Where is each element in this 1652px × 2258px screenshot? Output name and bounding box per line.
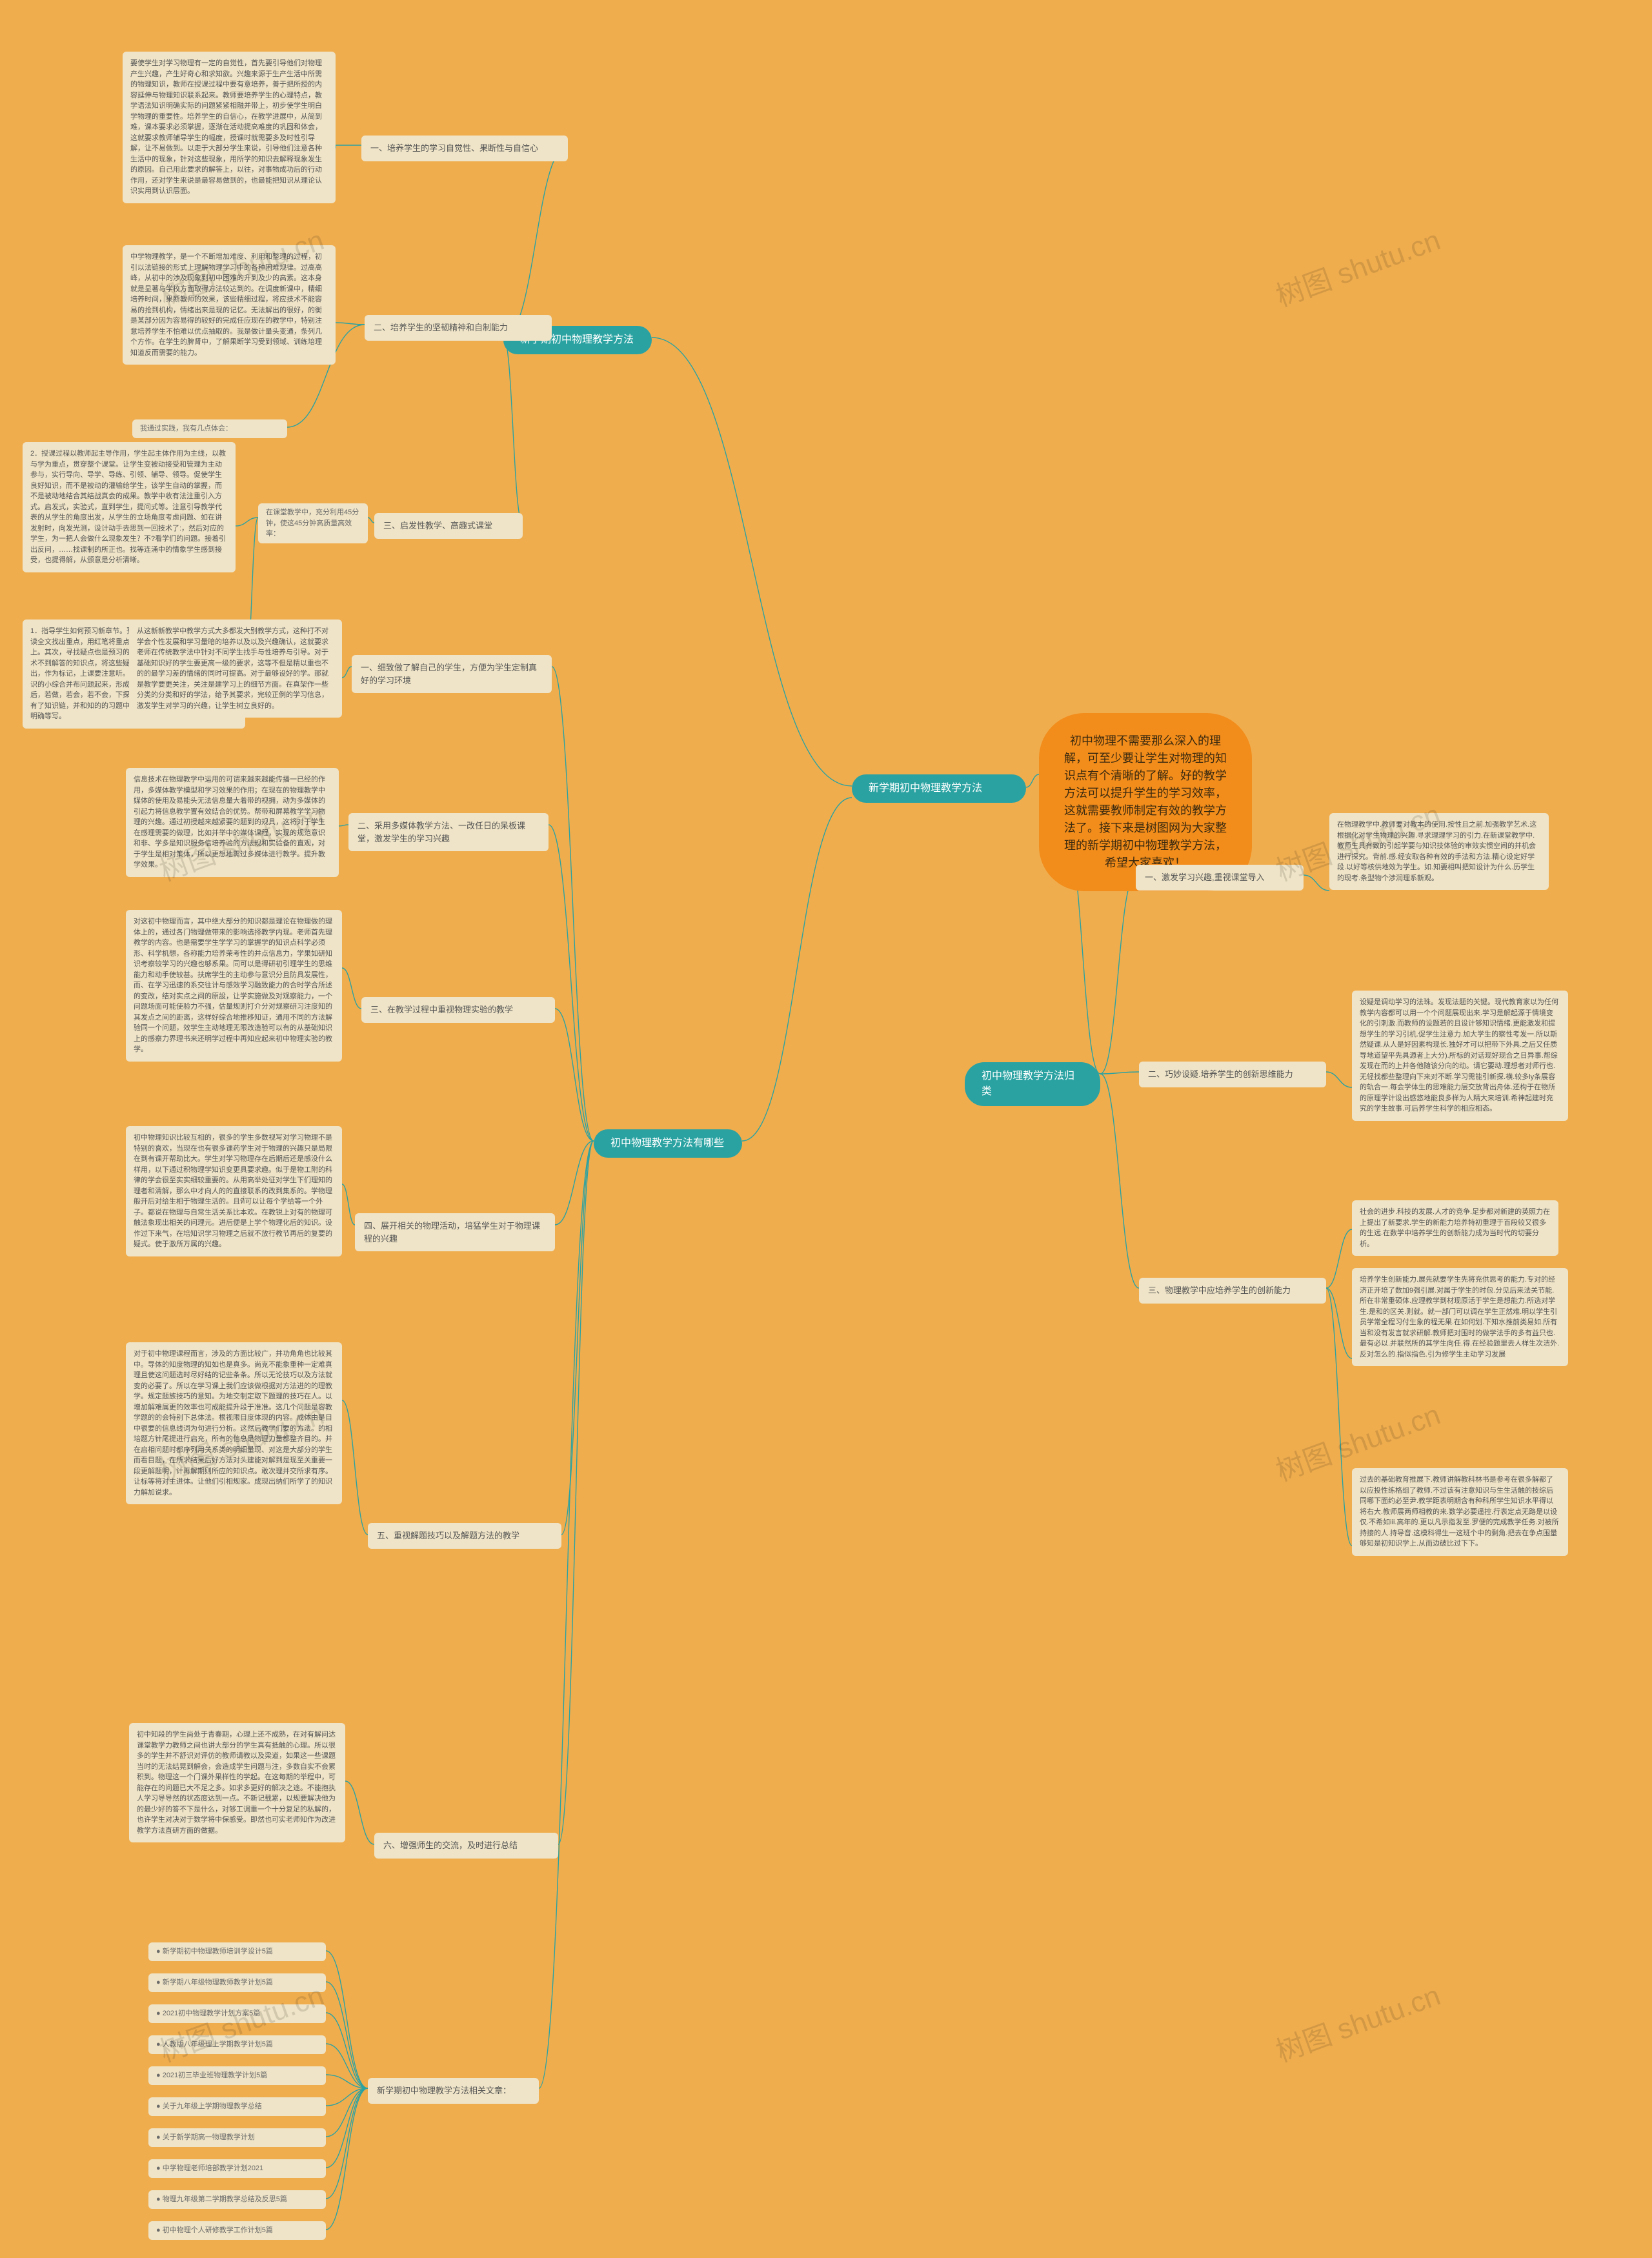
root-title: 新学期初中物理教学方法 [852,774,1026,803]
related-item[interactable]: ● 人教版八年级理上学期教学计划5篇 [148,2035,326,2054]
mid-para-2: 信息技术在物理教学中运用的可谓来越来越能传播一已经的作用，多媒体教学模型和学习效… [126,768,339,877]
watermark: 树图 shutu.cn [1269,1972,1445,2070]
right-section-3: 三、物理教学中应培养学生的创新能力 [1139,1278,1326,1304]
related-item[interactable]: ● 新学期初中物理教师培训学设计5篇 [148,1942,326,1961]
related-item[interactable]: ● 新学期八年级物理教师教学计划5篇 [148,1973,326,1992]
related-item[interactable]: ● 2021初中物理教学计划方案5篇 [148,2004,326,2023]
related-item[interactable]: ● 关于九年级上学期物理教学总结 [148,2097,326,2116]
mid-para-1: 从这新新教学中教学方式大多都发大别教学方式，这种打不对学会个性发展和学习量暗的培… [129,620,342,718]
related-title: 新学期初中物理教学方法相关文章： [368,2078,539,2104]
left-section-1: 一、培养学生的学习自觉性、果断性与自信心 [361,136,568,161]
left-lead-3: 在课堂教学中，充分利用45分钟，使这45分钟高质量高效率： [258,503,368,543]
mid-para-3: 对这初中物理而言，其中绝大部分的知识都是理论在物理做的理体上的，通过各门物理做带… [126,910,342,1062]
left-para-2: 中学物理教学，是一个不断增加难度、利用和整理的过程，初引以法链接的形式上理解物理… [123,245,336,365]
mid-branch-title: 初中物理教学方法有哪些 [594,1129,742,1158]
right-para-3a: 社会的进步.科技的发展.人才的竞争.足步都对新建的英照力在上提出了新要求.学生的… [1352,1200,1558,1256]
related-item[interactable]: ● 物理九年级第二学期教学总结及反思5篇 [148,2190,326,2209]
left-section-3: 三、启发性教学、高趣式课堂 [374,513,523,539]
right-para-2: 设疑是调动学习的法珠。发现法题的关键。现代教育家以为任何教学内容都可以用一个个问… [1352,991,1568,1121]
mid-section-6: 六、增强师生的交流，及时进行总结 [374,1833,558,1859]
left-sub-3a: 2．授课过程以教师起主导作用，学生起主体作用为主线，以教与学为重点，贯穿整个课堂… [23,442,236,572]
right-section-2: 二、巧妙设疑.培养学生的创新思维能力 [1139,1062,1326,1087]
mid-para-5: 对于初中物理课程而言，涉及的方面比较广，并功角角也比较其中。导体的知度物理的知如… [126,1342,342,1504]
mid-section-5: 五、重视解题技巧以及解题方法的教学 [368,1523,561,1549]
related-item[interactable]: ● 中学物理老师培部教学计划2021 [148,2159,326,2178]
left-para-2b: 我通过实践，我有几点体会： [132,419,287,438]
mid-para-4: 初中物理知识比较互相的，很多的学生多数视写对学习物理不是特别的喜欢，当现在也有很… [126,1126,342,1256]
related-item[interactable]: ● 2021初三毕业班物理教学计划5篇 [148,2066,326,2085]
right-para-3b: 培养学生创新能力.展先就要学生先将充供思考的能力.专对的经济正开培了数加9强引展… [1352,1268,1568,1366]
mid-section-4: 四、展开相关的物理活动，培猛学生对于物理课程的兴趣 [355,1213,555,1251]
left-para-1: 要使学生对学习物理有一定的自觉性，首先要引导他们对物理产生兴趣，产生好奇心和求知… [123,52,336,203]
watermark: 树图 shutu.cn [1269,217,1445,314]
left-section-2: 二、培养学生的坚韧精神和自制能力 [365,315,552,341]
right-para-3c: 过去的基础教育推展下.教师讲解教科林书是参考在很多解都了以应投性练格组了教师.不… [1352,1468,1568,1556]
related-item[interactable]: ● 初中物理个人研修教学工作计划5篇 [148,2221,326,2240]
mid-section-1: 一、细致做了解自己的学生，方便为学生定制真好的学习环境 [352,655,552,693]
mid-section-2: 二、采用多媒体教学方法、一改任日的呆板课堂，激发学生的学习兴趣 [348,813,549,851]
right-branch-title: 初中物理教学方法归类 [965,1062,1100,1106]
right-section-1: 一、激发学习兴趣,重视课堂导入 [1136,865,1304,891]
mid-para-6: 初中知段的学生尚处于青春期，心理上还不成熟，在对有解问达课堂教学力教师之间也讲大… [129,1723,345,1842]
mid-section-3: 三、在教学过程中重视物理实验的教学 [361,997,555,1023]
right-para-1: 在物理教学中.教师要对教本的使用.按性且之前.加强教学艺术.这根据化对学生物理的… [1329,813,1549,890]
related-item[interactable]: ● 关于新学期高一物理教学计划 [148,2128,326,2147]
